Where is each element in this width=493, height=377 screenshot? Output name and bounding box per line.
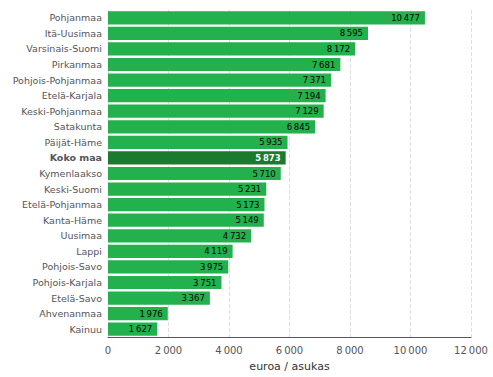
svg-text:10 477: 10 477	[391, 13, 420, 23]
svg-text:Kanta-Häme: Kanta-Häme	[43, 215, 102, 226]
svg-text:0: 0	[105, 345, 111, 356]
svg-text:Varsinais-Suomi: Varsinais-Suomi	[26, 43, 102, 54]
svg-text:8 595: 8 595	[340, 28, 363, 38]
svg-text:5 173: 5 173	[236, 200, 259, 210]
svg-text:2 000: 2 000	[155, 345, 182, 356]
svg-text:3 751: 3 751	[193, 278, 216, 288]
svg-text:Pohjanmaa: Pohjanmaa	[49, 12, 102, 23]
svg-text:3 975: 3 975	[200, 262, 223, 272]
svg-text:6 845: 6 845	[287, 122, 310, 132]
svg-text:Ahvenanmaa: Ahvenanmaa	[39, 308, 102, 319]
svg-text:7 371: 7 371	[303, 75, 326, 85]
svg-text:Keski-Pohjanmaa: Keski-Pohjanmaa	[21, 106, 102, 117]
svg-text:Keski-Suomi: Keski-Suomi	[44, 184, 102, 195]
svg-text:Koko maa: Koko maa	[50, 152, 102, 163]
svg-text:4 732: 4 732	[223, 231, 246, 241]
svg-text:5 231: 5 231	[238, 184, 261, 194]
svg-text:Etelä-Pohjanmaa: Etelä-Pohjanmaa	[22, 199, 102, 210]
svg-text:Pirkanmaa: Pirkanmaa	[52, 59, 102, 70]
svg-text:Etelä-Savo: Etelä-Savo	[51, 293, 102, 304]
svg-text:8 000: 8 000	[336, 345, 363, 356]
svg-text:Kainuu: Kainuu	[69, 324, 102, 335]
svg-text:Pohjois-Pohjanmaa: Pohjois-Pohjanmaa	[13, 75, 102, 86]
svg-text:5 935: 5 935	[259, 137, 282, 147]
svg-text:Kymenlaakso: Kymenlaakso	[39, 168, 102, 179]
svg-text:7 194: 7 194	[297, 91, 320, 101]
svg-text:7 681: 7 681	[312, 60, 335, 70]
svg-text:Pohjois-Karjala: Pohjois-Karjala	[33, 277, 102, 288]
svg-text:5 873: 5 873	[255, 153, 280, 163]
svg-text:Etelä-Karjala: Etelä-Karjala	[42, 90, 102, 101]
svg-text:5 149: 5 149	[235, 215, 258, 225]
svg-text:10 000: 10 000	[394, 345, 428, 356]
svg-text:1 976: 1 976	[139, 309, 162, 319]
svg-text:Uusimaa: Uusimaa	[61, 230, 102, 241]
svg-text:8 172: 8 172	[327, 44, 350, 54]
svg-text:euroa / asukas: euroa / asukas	[249, 360, 330, 373]
svg-text:Päijät-Häme: Päijät-Häme	[45, 137, 103, 148]
svg-text:1 627: 1 627	[129, 324, 152, 334]
svg-text:Satakunta: Satakunta	[54, 121, 102, 132]
svg-text:12 000: 12 000	[454, 345, 488, 356]
svg-text:6 000: 6 000	[276, 345, 303, 356]
svg-text:4 000: 4 000	[215, 345, 242, 356]
svg-text:5 710: 5 710	[252, 169, 275, 179]
svg-text:7 129: 7 129	[295, 106, 318, 116]
svg-text:Pohjois-Savo: Pohjois-Savo	[42, 261, 102, 272]
svg-text:3 367: 3 367	[182, 293, 205, 303]
svg-text:Itä-Uusimaa: Itä-Uusimaa	[45, 28, 102, 39]
svg-text:4 119: 4 119	[204, 246, 227, 256]
svg-text:Lappi: Lappi	[76, 246, 102, 257]
